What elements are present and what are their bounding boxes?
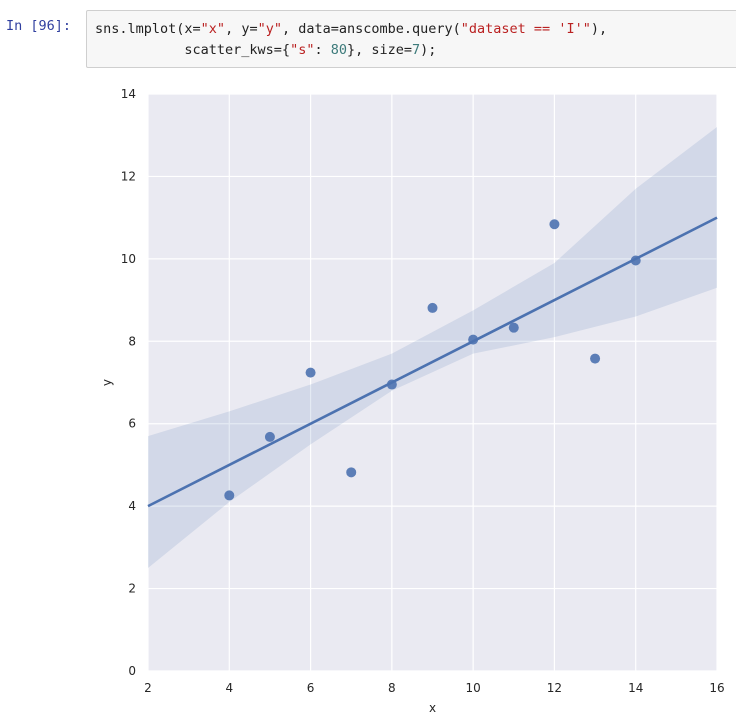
data-point xyxy=(508,322,519,333)
y-tick-label: 10 xyxy=(121,252,136,266)
code-token: "y" xyxy=(257,21,282,37)
code-token: sns.lmplot(x= xyxy=(95,21,201,37)
y-tick-label: 4 xyxy=(128,499,136,513)
data-point xyxy=(386,379,397,390)
x-tick-label: 6 xyxy=(307,681,315,695)
plot-background xyxy=(148,94,717,671)
code-token: , data=anscombe.query( xyxy=(281,21,461,37)
code-line[interactable]: scatter_kws={"s": 80}, size=7); xyxy=(95,40,607,61)
x-tick-label: 10 xyxy=(466,681,481,695)
confidence-band xyxy=(148,126,717,568)
y-tick-label: 12 xyxy=(121,169,136,183)
data-point xyxy=(346,467,357,478)
data-point xyxy=(590,353,601,364)
code-token: ), xyxy=(590,21,608,37)
y-tick-label: 2 xyxy=(128,582,136,596)
y-tick-label: 6 xyxy=(128,417,136,431)
code-token: 7 xyxy=(412,42,421,58)
code-token: ); xyxy=(420,42,437,58)
x-tick-label: 16 xyxy=(709,681,724,695)
x-tick-label: 4 xyxy=(225,681,233,695)
code-token: "x" xyxy=(200,21,226,37)
data-point xyxy=(549,219,560,230)
cell-prompt: In [96]: xyxy=(6,18,72,34)
y-tick-labels: 0 2 4 6 8 10 12 14 xyxy=(121,87,136,678)
code-token: 80 xyxy=(330,42,347,58)
data-point xyxy=(264,431,275,442)
code-token: : xyxy=(314,42,331,58)
code-token: "s" xyxy=(290,42,315,58)
code-token: }, size= xyxy=(347,42,413,58)
scatter-points xyxy=(224,219,641,501)
x-tick-labels: 2 4 6 8 10 12 14 16 xyxy=(144,681,724,695)
x-tick-label: 2 xyxy=(144,681,152,695)
data-point xyxy=(224,490,235,501)
code-token: "dataset == 'I'" xyxy=(460,21,591,37)
x-tick-label: 12 xyxy=(547,681,562,695)
code-token: scatter_kws={ xyxy=(95,42,291,58)
y-tick-label: 14 xyxy=(121,87,136,101)
data-point xyxy=(630,255,641,266)
y-axis-label: y xyxy=(100,379,114,386)
data-point xyxy=(427,302,438,313)
x-tick-label: 14 xyxy=(628,681,643,695)
code-line[interactable]: sns.lmplot(x="x", y="y", data=anscombe.q… xyxy=(95,19,607,40)
regression-line xyxy=(147,216,718,508)
code-token: , y= xyxy=(225,21,258,37)
data-point xyxy=(468,334,479,345)
grid-lines xyxy=(147,93,718,672)
y-tick-label: 0 xyxy=(128,664,136,678)
data-point xyxy=(305,367,316,378)
code-text[interactable]: sns.lmplot(x="x", y="y", data=anscombe.q… xyxy=(95,19,607,61)
x-tick-label: 8 xyxy=(388,681,396,695)
y-tick-label: 8 xyxy=(128,334,136,348)
code-cell-input[interactable]: sns.lmplot(x="x", y="y", data=anscombe.q… xyxy=(86,10,736,68)
x-axis-label: x xyxy=(429,701,436,715)
